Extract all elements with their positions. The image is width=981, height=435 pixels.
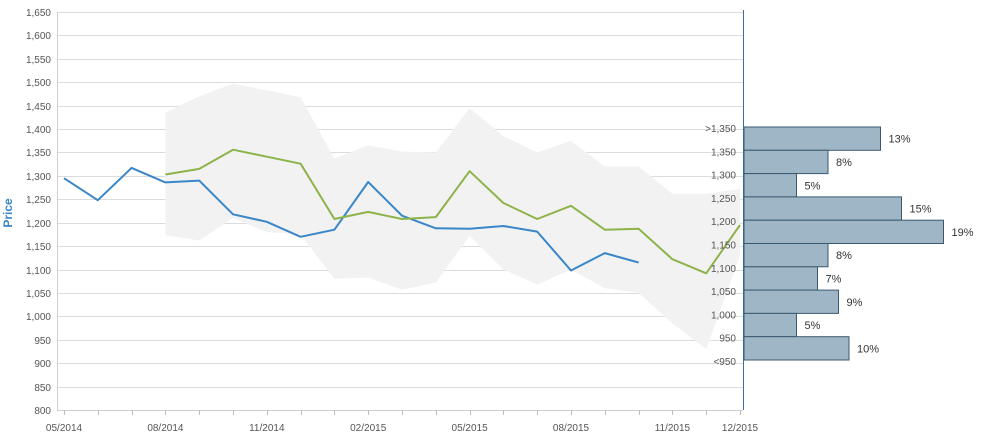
histogram: >1,350 13% 1,350 8% 1,300 5% 1,250 15% 1,200 19% 1… (705, 124, 974, 368)
series-line-1 (63, 166, 639, 272)
histogram-pct-label: 5% (805, 180, 821, 192)
histogram-pct-label: 19% (952, 227, 974, 239)
y-tick-label: 1,300 (26, 172, 51, 183)
histogram-bin-label: >1,350 (705, 124, 736, 135)
histogram-pct-label: 15% (910, 204, 932, 216)
histogram-pct-label: 13% (889, 134, 911, 146)
histogram-pct-label: 5% (805, 320, 821, 332)
x-tick-label: 05/2015 (452, 423, 489, 434)
histogram-bin-label: 1,200 (711, 217, 736, 228)
y-tick-label: 900 (34, 359, 51, 370)
histogram-bin-label: 1,000 (711, 310, 736, 321)
histogram-bar (743, 289, 839, 314)
histogram-bar (743, 149, 829, 175)
y-tick-label: 1,000 (26, 312, 51, 323)
histogram-pct-label: 9% (847, 297, 863, 309)
x-tick-label: 05/2014 (46, 423, 83, 434)
histogram-bar (743, 173, 797, 198)
range-band (165, 83, 740, 350)
range-band-area (165, 83, 740, 350)
histogram-pct-label: 8% (836, 250, 852, 262)
y-tick-label: 1,050 (26, 289, 51, 300)
x-axis: 05/2014 08/2014 11/2014 02/2015 05/2015 08/20… (46, 410, 759, 434)
y-tick-label: 1,150 (26, 242, 51, 253)
histogram-bin-label: <950 (713, 357, 736, 368)
y-tick-label: 1,500 (26, 78, 51, 89)
histogram-bar (743, 266, 818, 291)
histogram-bar (743, 336, 850, 361)
x-tick-label: 11/2015 (655, 423, 691, 434)
y-tick-label: 1,550 (26, 55, 51, 66)
x-tick-label: 11/2014 (249, 423, 285, 434)
x-tick-label: 02/2015 (350, 423, 387, 434)
histogram-bar (743, 219, 944, 244)
histogram-bar (743, 126, 881, 151)
y-tick-label: 1,250 (26, 195, 51, 206)
histogram-bin-label: 1,100 (711, 264, 736, 275)
histogram-pct-label: 7% (826, 273, 842, 285)
x-tick-label: 08/2015 (553, 423, 590, 434)
series-lines (63, 148, 741, 275)
y-tick-label: 1,100 (26, 266, 51, 277)
y-axis-label: Price (1, 198, 15, 228)
histogram-bin-label: 1,150 (711, 241, 736, 252)
histogram-bar (743, 312, 797, 338)
histogram-pct-label: 10% (857, 343, 879, 355)
x-tick-label: 08/2014 (147, 423, 184, 434)
y-tick-label: 1,600 (26, 31, 51, 42)
y-tick-label: 850 (34, 383, 51, 394)
histogram-bin-label: 1,300 (711, 171, 736, 182)
histogram-bar (743, 243, 829, 268)
y-tick-label: 1,350 (26, 148, 51, 159)
y-tick-label: 800 (34, 406, 51, 417)
histogram-bin-label: 1,250 (711, 194, 736, 205)
series-line-2 (165, 148, 741, 275)
histogram-pct-label: 8% (836, 157, 852, 169)
y-tick-label: 1,200 (26, 219, 51, 230)
y-tick-label: 1,400 (26, 125, 51, 136)
histogram-bin-label: 1,050 (711, 287, 736, 298)
y-tick-label: 950 (34, 336, 51, 347)
y-axis: 1,650 1,600 1,550 1,500 1,450 1,400 1,350 1,300… (26, 8, 58, 417)
histogram-bin-label: 1,350 (711, 147, 736, 158)
y-tick-label: 1,650 (26, 8, 51, 19)
y-tick-label: 1,450 (26, 102, 51, 113)
histogram-bar (743, 196, 902, 221)
histogram-bin-label: 950 (719, 334, 736, 345)
x-tick-label: 12/2015 (722, 423, 759, 434)
